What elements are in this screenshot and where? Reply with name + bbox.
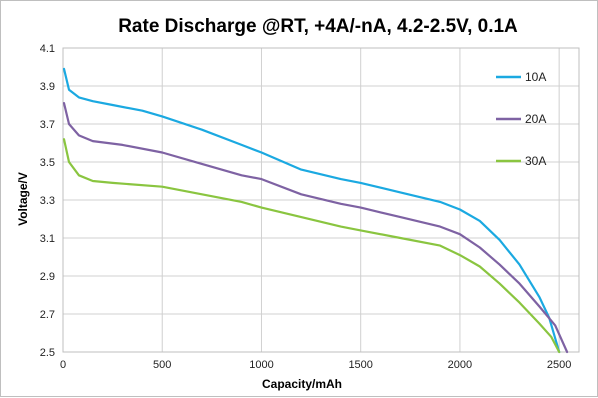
y-tick-label: 4.1 [40, 43, 55, 55]
plot-area [62, 47, 580, 353]
x-tick-label: 2000 [448, 359, 472, 371]
chart-title: Rate Discharge @RT, +4A/-nA, 4.2-2.5V, 0… [118, 16, 518, 37]
legend: 10A 20A 30A [496, 70, 546, 168]
y-axis-label: Voltage/V [16, 172, 30, 226]
legend-label-20a: 20A [525, 112, 546, 126]
y-gridlines [63, 47, 579, 353]
x-tick-label: 0 [60, 359, 66, 371]
y-tick-labels: 2.5 2.7 2.9 3.1 3.3 3.5 3.7 3.9 4.1 [40, 43, 55, 359]
legend-label-10a: 10A [525, 70, 546, 84]
x-tick-label: 500 [153, 359, 171, 371]
series-line-20a [62, 102, 569, 354]
series-lines [62, 67, 569, 354]
y-tick-label: 2.5 [40, 347, 55, 359]
series-line-30a [62, 138, 561, 354]
y-tick-label: 3.3 [40, 195, 55, 207]
x-axis-label: Capacity/mAh [262, 377, 342, 391]
x-tick-label: 2500 [547, 359, 571, 371]
y-tick-label: 2.9 [40, 271, 55, 283]
y-tick-label: 2.7 [40, 309, 55, 321]
y-tick-label: 3.5 [40, 157, 55, 169]
x-tick-label: 1000 [249, 359, 273, 371]
y-tick-label: 3.9 [40, 81, 55, 93]
series-line-10a [62, 67, 561, 354]
x-tick-labels: 0 500 1000 1500 2000 2500 [60, 359, 571, 371]
y-tick-label: 3.1 [40, 233, 55, 245]
legend-label-30a: 30A [525, 154, 546, 168]
y-tick-label: 3.7 [40, 119, 55, 131]
x-tick-label: 1500 [348, 359, 372, 371]
